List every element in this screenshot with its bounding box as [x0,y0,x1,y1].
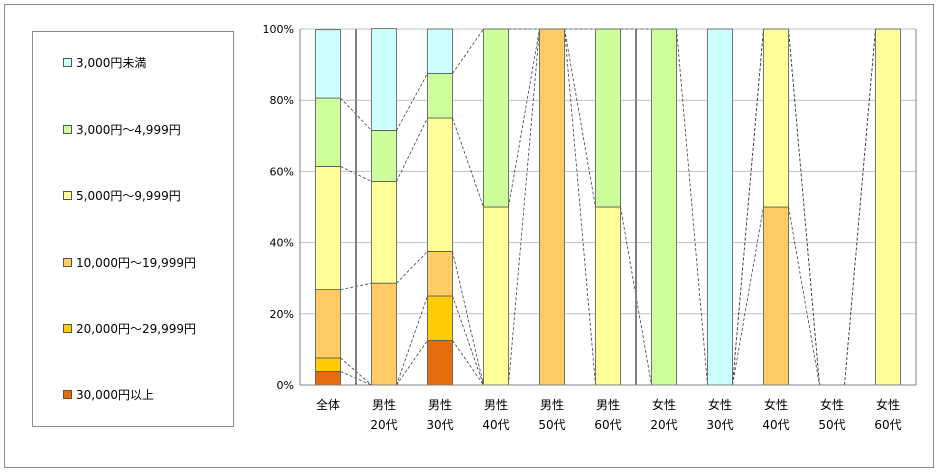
legend-swatch [63,124,72,134]
x-category-label: 女性 [764,397,788,412]
bar-segment [763,28,789,208]
legend-item: 3,000円～4,999円 [63,121,181,137]
legend-item: 3,000円未満 [63,54,146,70]
x-category-label: 男性 [596,398,620,412]
series-connector-line [452,28,484,74]
bar-segment [763,206,789,386]
legend-item: 10,000円～19,999円 [63,254,196,270]
y-tick-label: 60% [270,165,294,178]
x-category-label: 女性 [876,397,900,412]
bar-segment [595,28,621,208]
x-category-label: 40代 [482,418,509,432]
legend-item: 5,000円～9,999円 [63,187,181,203]
series-connector-line [732,28,764,386]
y-tick-label: 80% [270,94,294,107]
bar-segment [427,73,453,119]
legend-label: 10,000円～19,999円 [76,255,196,270]
legend-label: 3,000円未満 [76,55,147,70]
legend-swatch [63,257,72,267]
x-category-label: 50代 [818,418,845,432]
y-tick-label: 100% [263,23,294,36]
series-connector-line [508,28,540,208]
x-category-label: 30代 [706,418,733,432]
legend-label: 5,000円～9,999円 [76,188,181,203]
x-category-label: 40代 [762,418,789,432]
bar-segment [315,371,341,386]
bar-segment [315,166,341,290]
x-category-label: 女性 [708,397,732,412]
series-connector-line [452,117,484,208]
legend-swatch [63,323,72,333]
bar-segment [371,180,397,284]
bar-segment [315,357,341,372]
series-connector-line [564,28,596,386]
x-category-label: 男性 [540,398,564,412]
bar-segment [371,130,397,182]
bar-segment [427,251,453,297]
bar-segment [875,28,901,386]
bar-segment [595,206,621,386]
bar-segment [315,97,341,167]
bar-segment [427,28,453,74]
x-category-label: 女性 [820,397,844,412]
legend-label: 30,000円以上 [76,387,154,402]
x-category-label: 50代 [538,418,565,432]
bar-segment [371,282,397,386]
series-connector-line [452,251,484,386]
series-connector-line [732,206,764,386]
x-category-label: 男性 [372,398,396,412]
x-category-label: 60代 [594,418,621,432]
series-connector-line [396,295,428,386]
legend-label: 3,000円～4,999円 [76,122,181,137]
x-category-label: 男性 [428,398,452,412]
series-connector-line [788,206,820,386]
series-connector-line [396,73,428,131]
y-tick-label: 40% [270,237,294,250]
series-connector-line [396,251,428,284]
bar-segment [371,28,397,131]
series-connector-line [564,28,596,208]
x-category-label: 60代 [874,418,901,432]
legend-item: 30,000円以上 [63,386,154,402]
bar-segment [315,29,341,99]
series-connector-line [788,28,820,386]
legend-swatch [63,190,72,200]
x-category-label: 30代 [426,418,453,432]
series-connector-line [732,28,764,386]
series-connector-line [396,117,428,182]
bar-segment [483,206,509,386]
legend: 3,000円未満 3,000円～4,999円 5,000円～9,999円 10,… [32,31,234,427]
series-connector-line [452,295,484,386]
legend-label: 20,000円～29,999円 [76,321,196,336]
bar-segment [483,28,509,208]
series-connector-line [676,28,708,386]
x-category-label: 全体 [316,397,340,412]
bar-segment [315,289,341,359]
series-connector-line [452,340,484,386]
series-connector-line [396,340,428,386]
bar-segment [539,28,565,386]
series-connector-line [844,28,876,386]
bar-segment [707,28,733,386]
bar-segment [651,28,677,386]
bar-segment [427,340,453,386]
series-connector-line [844,28,876,386]
bar-segment [427,117,453,252]
x-category-label: 20代 [650,418,677,432]
x-category-label: 20代 [370,418,397,432]
y-tick-label: 20% [270,308,294,321]
y-tick-label: 0% [277,379,294,392]
legend-swatch [63,57,72,67]
legend-item: 20,000円～29,999円 [63,320,196,336]
x-category-label: 女性 [652,397,676,412]
series-connector-line [508,28,540,386]
series-connector-line [788,28,820,386]
bar-segment [427,295,453,341]
legend-swatch [63,389,72,399]
x-category-label: 男性 [484,398,508,412]
